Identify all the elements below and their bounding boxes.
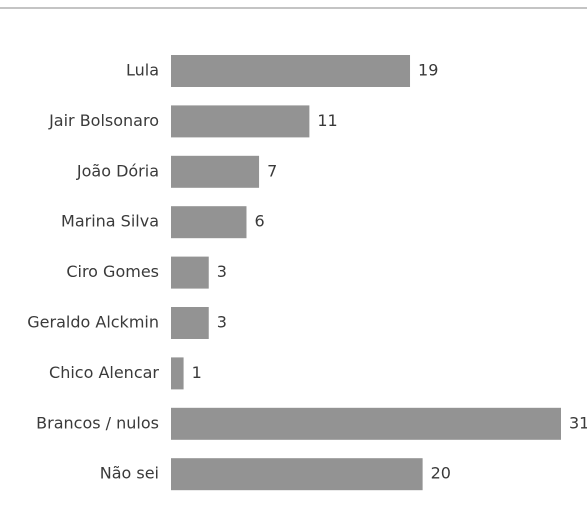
bar <box>171 407 561 440</box>
value-label: 1 <box>192 363 202 382</box>
value-label: 3 <box>217 313 227 332</box>
bar <box>171 307 209 339</box>
value-label: 19 <box>418 61 438 80</box>
bar <box>171 105 310 138</box>
value-label: 20 <box>431 464 451 483</box>
bar <box>171 458 423 491</box>
category-label: João Dória <box>76 161 159 180</box>
category-label: Brancos / nulos <box>36 413 159 432</box>
category-label: Jair Bolsonaro <box>48 111 159 130</box>
value-label: 11 <box>317 111 337 130</box>
value-label: 6 <box>254 212 264 231</box>
category-label: Ciro Gomes <box>66 262 159 281</box>
bar <box>171 55 411 87</box>
category-label: Lula <box>126 61 159 80</box>
bar <box>171 155 260 188</box>
category-label: Não sei <box>100 464 159 483</box>
bar <box>171 206 247 239</box>
value-label: 31 <box>569 413 587 432</box>
value-label: 3 <box>217 262 227 281</box>
category-label: Geraldo Alckmin <box>27 313 159 332</box>
category-label: Marina Silva <box>61 212 159 231</box>
category-label: Chico Alencar <box>49 363 159 382</box>
value-label: 7 <box>267 161 277 180</box>
bar <box>171 256 209 289</box>
bar <box>171 357 184 390</box>
